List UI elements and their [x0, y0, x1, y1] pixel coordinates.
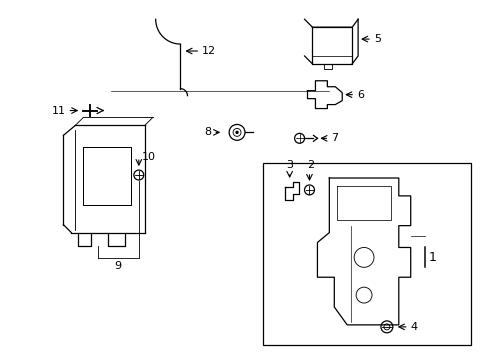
- Circle shape: [236, 131, 238, 133]
- Text: 10: 10: [142, 152, 156, 162]
- Text: 6: 6: [356, 90, 364, 100]
- Text: 7: 7: [331, 133, 338, 143]
- Text: 9: 9: [114, 261, 122, 271]
- Text: 3: 3: [285, 160, 292, 170]
- Text: 8: 8: [203, 127, 211, 138]
- Text: 12: 12: [202, 46, 216, 56]
- Text: 11: 11: [51, 105, 65, 116]
- Text: 2: 2: [306, 160, 313, 170]
- Bar: [263, 163, 470, 345]
- Text: 5: 5: [373, 34, 380, 44]
- Text: 4: 4: [410, 322, 417, 332]
- Text: 1: 1: [427, 251, 436, 264]
